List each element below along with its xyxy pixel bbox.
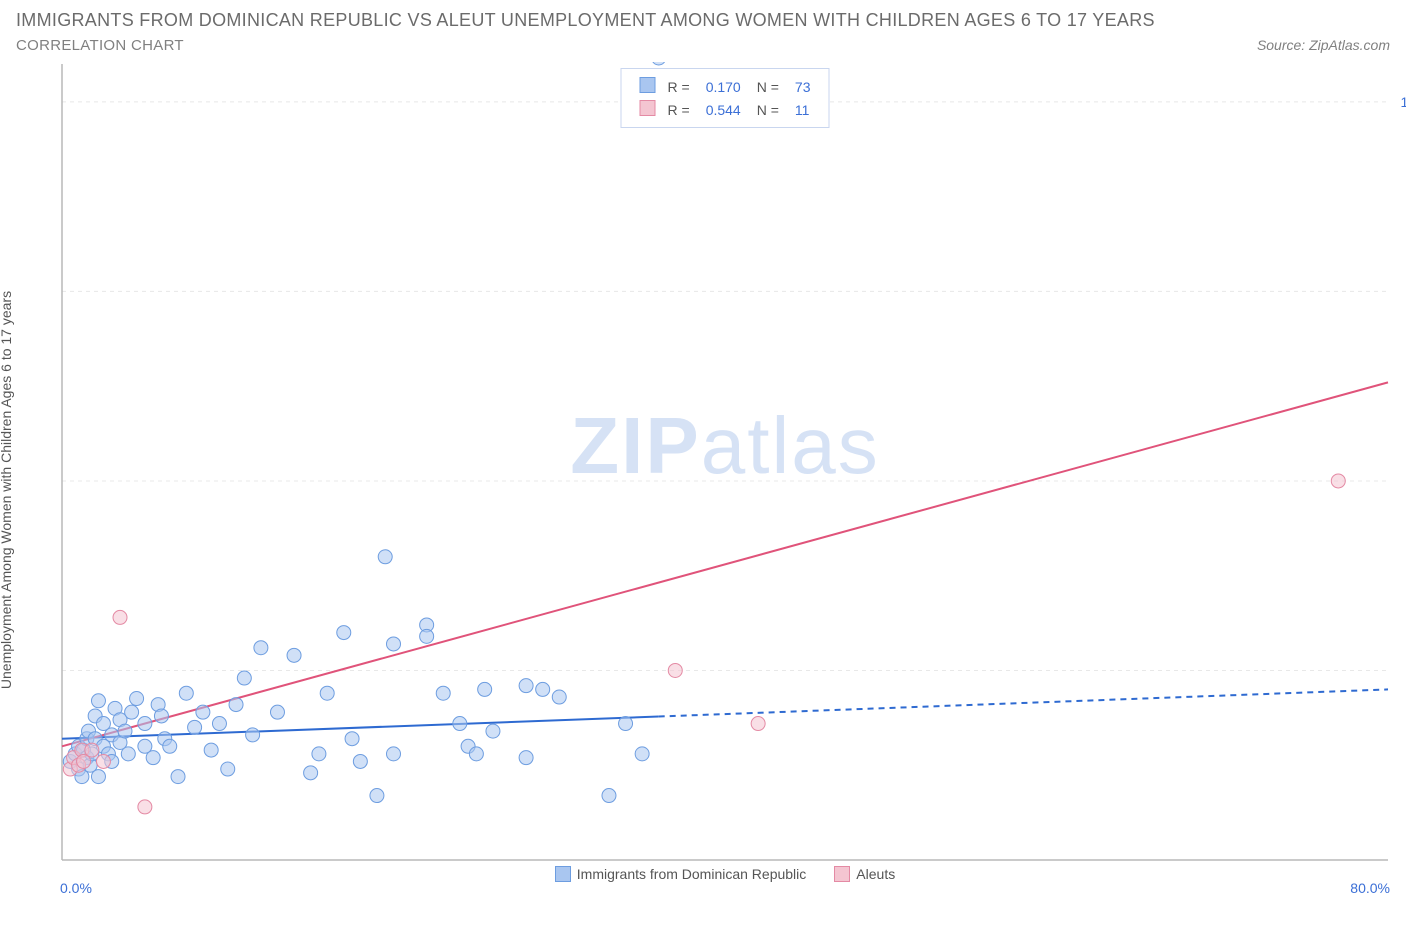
legend-n-label: N = [749,75,787,98]
correlation-legend: R = 0.170 N = 73 R = 0.544 N = 11 [621,68,830,128]
legend-swatch [640,77,656,93]
legend-row: R = 0.544 N = 11 [632,98,819,121]
x-tick-label: 80.0% [1350,880,1390,896]
x-tick-label: 0.0% [60,880,92,896]
legend-label: Aleuts [856,866,895,882]
legend-n-label: N = [749,98,787,121]
header: IMMIGRANTS FROM DOMINICAN REPUBLIC VS AL… [16,10,1390,54]
legend-swatch [555,866,571,882]
y-axis-label: Unemployment Among Women with Children A… [0,291,14,689]
scatter-chart [60,62,1390,862]
page-subtitle: CORRELATION CHART [16,37,184,54]
legend-r-value: 0.170 [698,75,749,98]
subtitle-row: CORRELATION CHART Source: ZipAtlas.com [16,37,1390,54]
chart-container: Unemployment Among Women with Children A… [16,62,1390,902]
legend-swatch [640,100,656,116]
y-tick-label: 100.0% [1401,94,1406,110]
legend-n-value: 73 [787,75,819,98]
source-prefix: Source: [1257,37,1309,53]
series-legend: Immigrants from Dominican Republic Aleut… [60,866,1390,882]
plot-area: ZIPatlas R = 0.170 N = 73 R = 0.544 N = … [60,62,1390,862]
legend-item: Aleuts [834,866,895,882]
legend-n-value: 11 [787,98,819,121]
page-title: IMMIGRANTS FROM DOMINICAN REPUBLIC VS AL… [16,10,1390,31]
legend-table: R = 0.170 N = 73 R = 0.544 N = 11 [632,75,819,121]
source-attribution: Source: ZipAtlas.com [1257,37,1390,53]
legend-r-label: R = [660,75,698,98]
legend-swatch [834,866,850,882]
source-name: ZipAtlas.com [1309,37,1390,53]
legend-label: Immigrants from Dominican Republic [577,866,807,882]
legend-item: Immigrants from Dominican Republic [555,866,807,882]
legend-r-label: R = [660,98,698,121]
legend-row: R = 0.170 N = 73 [632,75,819,98]
legend-r-value: 0.544 [698,98,749,121]
